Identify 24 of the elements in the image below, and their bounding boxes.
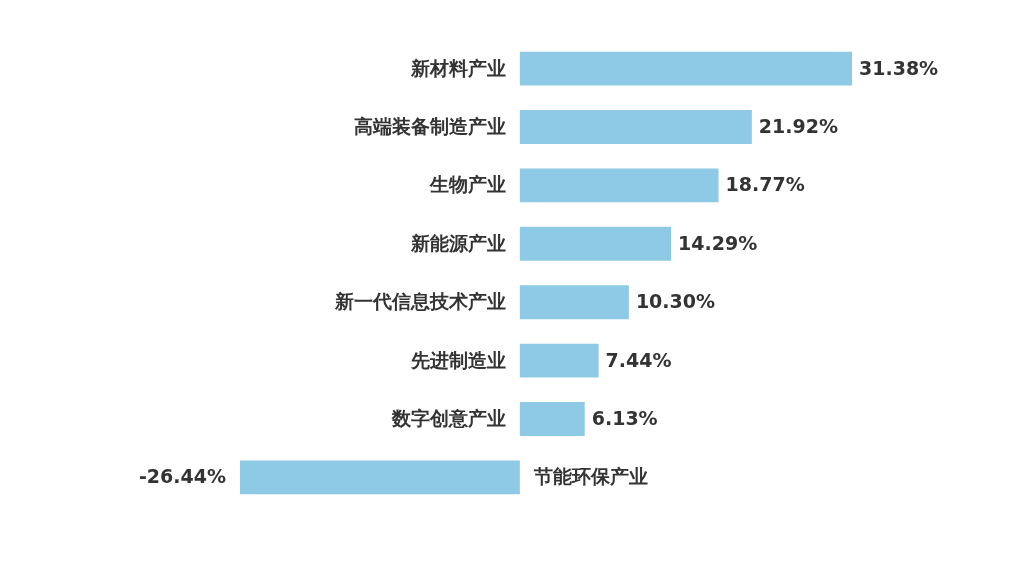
bar xyxy=(240,460,520,495)
y-tick-label: 节能环保产业 xyxy=(532,465,648,488)
y-tick-label: 新一代信息技术产业 xyxy=(333,290,506,313)
y-tick-label: 新材料产业 xyxy=(409,56,506,79)
data-label: -26.44% xyxy=(138,465,226,488)
data-label: 18.77% xyxy=(725,173,805,196)
bar xyxy=(519,51,852,86)
y-tick-label: 生物产业 xyxy=(428,173,506,196)
data-label: 21.92% xyxy=(758,115,839,138)
y-tick-label: 高端装备制造产业 xyxy=(353,115,506,138)
bar xyxy=(519,226,672,261)
data-label: 14.29% xyxy=(678,231,758,254)
data-label: 7.44% xyxy=(605,348,672,371)
bar xyxy=(519,110,752,144)
y-tick-label: 新能源产业 xyxy=(409,231,506,254)
y-tick-label: 数字创意产业 xyxy=(390,406,506,429)
data-label: 10.30% xyxy=(635,290,716,313)
bar xyxy=(519,285,629,320)
y-tick-label: 先进制造业 xyxy=(409,348,506,371)
data-label: 31.38% xyxy=(859,56,939,79)
bar xyxy=(519,402,585,436)
data-label: 6.13% xyxy=(591,406,658,429)
bar xyxy=(519,343,599,378)
bar xyxy=(519,168,719,203)
